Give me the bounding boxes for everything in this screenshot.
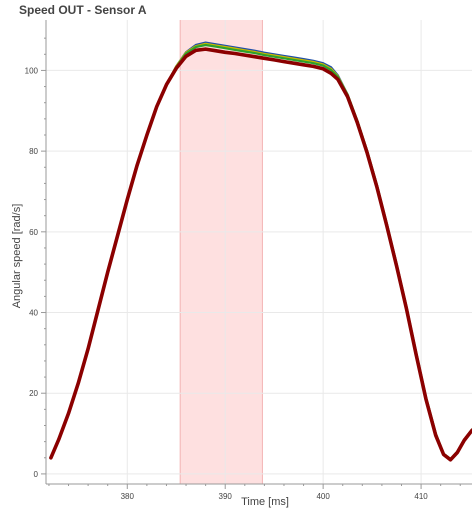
chart-title: Speed OUT - Sensor A xyxy=(19,3,147,17)
highlight-band-layer xyxy=(179,20,263,484)
x-tick-label: 390 xyxy=(219,492,233,501)
y-tick-label: 40 xyxy=(29,309,38,318)
x-axis-label: Time [ms] xyxy=(241,496,289,508)
highlight-band xyxy=(180,20,263,484)
y-tick-label: 20 xyxy=(29,389,38,398)
y-tick-label: 0 xyxy=(34,470,39,479)
axis-layer: 0 20 40 60 80 100 380 390 400 410 xyxy=(25,20,472,501)
series-line-4 xyxy=(49,47,472,462)
x-tick-label: 380 xyxy=(121,492,135,501)
x-tick-label: 410 xyxy=(414,492,428,501)
series-layer xyxy=(49,41,472,462)
x-tick-label: 400 xyxy=(316,492,330,501)
y-tick-label: 80 xyxy=(29,147,38,156)
y-tick-label: 100 xyxy=(25,66,39,75)
y-tick-label: 60 xyxy=(29,228,38,237)
